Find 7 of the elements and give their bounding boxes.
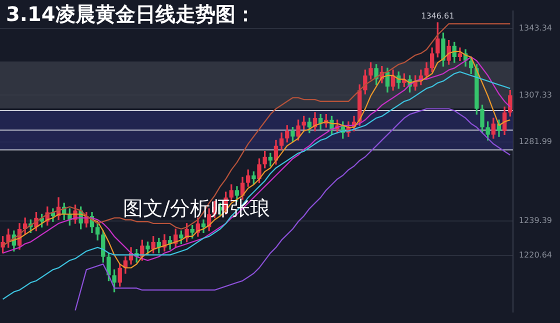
y-tick-label: 1220.64 — [518, 250, 552, 260]
y-tick-label: 1343.34 — [518, 24, 552, 33]
chart-title: 3.14凌晨黄金日线走势图： — [6, 2, 256, 26]
y-tick-label: 1307.33 — [518, 90, 552, 100]
y-tick-label: 1239.39 — [518, 216, 552, 225]
y-tick-label: 1281.99 — [518, 137, 552, 146]
annotation: 1346.61 — [421, 12, 454, 21]
